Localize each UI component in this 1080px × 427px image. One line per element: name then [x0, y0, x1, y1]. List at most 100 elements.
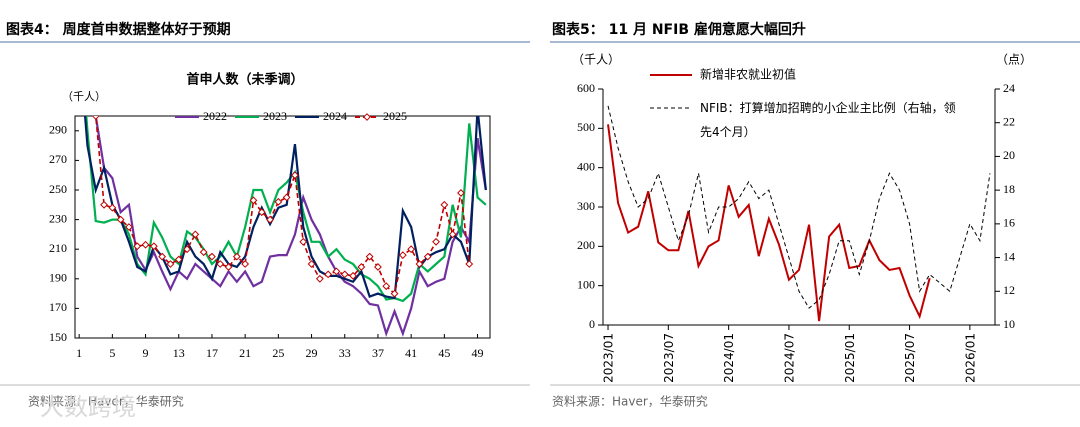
y-tick-label: 150	[49, 330, 67, 344]
data-point	[457, 189, 465, 197]
legend-label: 2022	[203, 109, 227, 123]
data-point	[84, 54, 90, 60]
data-point	[357, 263, 366, 271]
y2-tick-label: 10	[1003, 317, 1015, 331]
data-point	[125, 223, 133, 231]
x-tick-label: 41	[405, 346, 417, 360]
data-point	[257, 208, 266, 217]
data-point	[158, 252, 167, 261]
y-tick-label: 210	[49, 241, 67, 255]
data-point	[407, 245, 416, 254]
data-point	[440, 200, 449, 209]
x-tick-label: 2025/01	[843, 333, 857, 383]
x-tick-label: 13	[173, 346, 185, 360]
y-tick-label: 600	[577, 81, 595, 95]
x-tick-label: 2025/07	[903, 333, 917, 383]
y-tick-label: 400	[577, 159, 595, 173]
source: 资料来源：Haver，华泰研究	[28, 394, 184, 409]
data-point	[415, 260, 424, 268]
x-tick-label: 2026/01	[963, 333, 977, 383]
y-tick-label: 270	[49, 152, 67, 166]
legend-marker	[363, 113, 371, 121]
y-tick-label: 100	[577, 277, 595, 291]
legend-label: 2023	[263, 109, 287, 123]
data-point	[340, 270, 349, 279]
x-tick-label: 2024/01	[722, 333, 736, 383]
series-line	[607, 105, 991, 309]
y2-tick-label: 22	[1003, 114, 1015, 128]
x-tick-label: 33	[339, 346, 351, 360]
y2-tick-label: 18	[1003, 182, 1015, 196]
plot-frame	[74, 115, 491, 339]
data-point	[266, 215, 274, 224]
data-point	[91, 116, 100, 120]
data-point	[315, 274, 324, 283]
y-tick-label: 250	[49, 182, 67, 196]
x-tick-label: 17	[206, 346, 218, 360]
x-tick-label: 37	[372, 346, 384, 360]
data-point	[423, 252, 432, 261]
legend-label: 新增非农就业初值	[700, 67, 796, 82]
x-tick-label: 1	[76, 346, 82, 360]
data-point	[282, 193, 291, 202]
data-point	[183, 245, 191, 254]
y2-tick-label: 20	[1003, 148, 1015, 162]
y2-tick-label: 14	[1003, 249, 1015, 263]
x-tick-label: 2023/07	[662, 333, 676, 383]
watermark: 大数跨境	[40, 393, 136, 421]
y-tick-label: 190	[49, 271, 67, 285]
plot-area	[607, 105, 991, 322]
data-point	[208, 252, 216, 261]
y2-tick-label: 24	[1003, 81, 1015, 95]
data-point	[76, 68, 82, 74]
x-tick-label: 2024/07	[782, 333, 796, 383]
y-tick-label: 200	[577, 238, 595, 252]
data-point	[232, 252, 241, 261]
x-tick-label: 5	[109, 346, 115, 360]
data-point	[224, 263, 233, 271]
x-tick-label: 29	[306, 346, 318, 360]
data-point	[149, 242, 158, 251]
data-point	[349, 271, 357, 280]
y-axis-label: （千人）	[62, 90, 106, 103]
data-point	[116, 215, 125, 224]
data-point	[432, 237, 440, 246]
data-point	[465, 260, 474, 268]
y-tick-label: 300	[577, 199, 595, 213]
y-tick-label: 290	[49, 123, 67, 137]
y-tick-label: 500	[577, 120, 595, 134]
data-point	[274, 197, 283, 206]
y-tick-label: 170	[49, 300, 67, 314]
data-point	[141, 240, 150, 249]
data-point	[398, 251, 407, 260]
x-tick-label: 21	[239, 346, 251, 360]
y-axis-label: （千人）	[572, 53, 620, 67]
data-point	[166, 260, 175, 268]
data-point	[199, 248, 208, 257]
data-point	[382, 282, 391, 291]
data-point	[133, 242, 142, 251]
series-line	[94, 116, 487, 338]
x-tick-label: 25	[272, 346, 284, 360]
y2-tick-label: 12	[1003, 283, 1015, 297]
data-point	[390, 289, 399, 298]
legend-label: 2024	[323, 109, 347, 123]
data-point	[191, 230, 200, 239]
x-tick-label: 49	[472, 346, 484, 360]
data-point	[100, 200, 108, 209]
x-tick-label: 2023/01	[602, 333, 616, 383]
x-tick-label: 45	[438, 346, 450, 360]
data-point	[291, 171, 299, 180]
data-point	[307, 260, 316, 268]
x-tick-label: 9	[143, 346, 149, 360]
data-point	[174, 255, 183, 264]
legend-label: 2025	[383, 109, 407, 123]
figure-title: 图表4： 周度首申数据整体好于预期	[6, 21, 231, 38]
legend-label: NFIB：打算增加招聘的小企业主比例（右轴，领先4个月）	[700, 101, 956, 139]
plot-area	[76, 54, 487, 338]
data-point	[374, 263, 382, 271]
source: 资料来源：Haver，华泰研究	[552, 394, 708, 409]
data-point	[448, 230, 457, 239]
